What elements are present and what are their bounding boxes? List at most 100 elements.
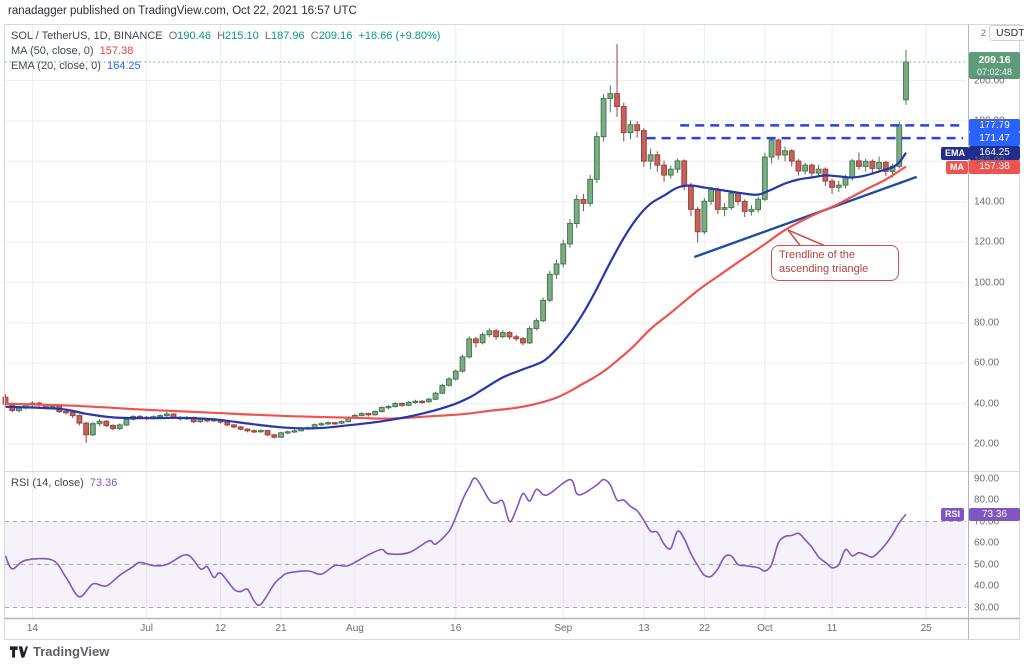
candle-body bbox=[862, 160, 869, 167]
candle-body bbox=[486, 330, 493, 336]
candle-body bbox=[540, 299, 547, 322]
candle-body bbox=[473, 338, 479, 344]
rsi-line bbox=[4, 477, 907, 607]
ema-price-badge: 164.25 bbox=[969, 146, 1020, 160]
resistance-lower-price-badge: 171.47 bbox=[969, 132, 1020, 146]
ma-price-badge: 157.38 bbox=[969, 160, 1020, 174]
candle-body bbox=[291, 430, 298, 433]
candle-body bbox=[741, 200, 748, 212]
candle-body bbox=[661, 164, 667, 176]
annotation-line2: ascending triangle bbox=[779, 262, 869, 275]
price-tick-label: 140.00 bbox=[974, 196, 1005, 208]
rsi-tick-label: 90.00 bbox=[974, 473, 1000, 484]
candle-body bbox=[318, 423, 325, 426]
candle-body bbox=[560, 243, 567, 265]
candle-body bbox=[459, 356, 466, 372]
candle-body bbox=[546, 273, 553, 301]
candle-body bbox=[869, 160, 876, 169]
rsi-tick-label: 30.00 bbox=[974, 602, 1000, 613]
published-line: ranadagger published on TradingView.com,… bbox=[8, 5, 357, 17]
candle-body bbox=[338, 421, 345, 424]
candle-body bbox=[399, 402, 405, 406]
candle-body bbox=[755, 198, 762, 211]
close-value: 209.16 bbox=[318, 30, 353, 42]
candle-body bbox=[674, 160, 681, 170]
candle-body bbox=[412, 400, 419, 403]
tradingview-logo-icon bbox=[9, 645, 28, 658]
candle-body bbox=[761, 156, 768, 200]
ma-value: 157.38 bbox=[99, 45, 134, 57]
candle-body bbox=[325, 422, 331, 425]
candle-body bbox=[405, 401, 412, 406]
candle-body bbox=[16, 407, 22, 412]
currency-toggle-button[interactable]: USDT bbox=[989, 25, 1024, 41]
ema-line bbox=[5, 152, 907, 430]
rsi-tick-label: 80.00 bbox=[974, 494, 1000, 506]
price-tick-label: 60.00 bbox=[974, 357, 1000, 369]
candle-body bbox=[499, 332, 506, 338]
time-axis-label: 22 bbox=[698, 623, 710, 634]
candle-body bbox=[735, 192, 741, 202]
ascending-trendline[interactable] bbox=[693, 175, 918, 259]
trendline-annotation[interactable]: Trendline of the ascending triangle bbox=[771, 245, 899, 281]
ema-label: EMA (20, close, 0) bbox=[11, 60, 101, 72]
candle-body bbox=[647, 154, 654, 162]
candle-body bbox=[714, 188, 721, 210]
time-axis-label: 16 bbox=[450, 623, 462, 634]
legend-ma-row[interactable]: MA (50, close, 0) 157.38 bbox=[11, 45, 133, 57]
candle-body bbox=[641, 130, 647, 162]
candle-body bbox=[96, 420, 103, 425]
candle-body bbox=[835, 184, 842, 188]
candle-body bbox=[506, 332, 513, 338]
time-axis-label: 14 bbox=[26, 623, 38, 634]
last-price-badge: 209.16 07:02:48 bbox=[969, 52, 1020, 79]
ema-value: 164.25 bbox=[107, 60, 141, 72]
candle-body bbox=[425, 398, 432, 403]
candle-body bbox=[815, 168, 822, 174]
candle-body bbox=[103, 420, 110, 427]
candle-body bbox=[163, 413, 170, 417]
symbol-title: SOL / TetherUS, 1D, BINANCE bbox=[11, 30, 163, 42]
candle-body bbox=[627, 124, 634, 134]
candles-layer[interactable] bbox=[2, 44, 909, 444]
high-value: 215.10 bbox=[225, 30, 259, 42]
candle-body bbox=[782, 150, 788, 156]
legend-symbol-row[interactable]: SOL / TetherUS, 1D, BINANCE O190.46 H215… bbox=[11, 30, 440, 42]
rsi-tick-label: 70.00 bbox=[974, 516, 1000, 527]
legend-ema-row[interactable]: EMA (20, close, 0) 164.25 bbox=[11, 60, 141, 72]
candle-body bbox=[63, 411, 69, 414]
tradingview-logo[interactable]: TradingView bbox=[9, 644, 109, 659]
candle-body bbox=[593, 136, 600, 180]
candle-body bbox=[365, 413, 372, 416]
candle-body bbox=[849, 160, 856, 178]
change-value: +18.66 (+9.80%) bbox=[358, 30, 441, 42]
time-axis-label: Sep bbox=[554, 623, 573, 634]
candle-body bbox=[392, 402, 399, 408]
last-price-value: 209.16 bbox=[978, 54, 1011, 66]
low-letter: L bbox=[264, 30, 271, 42]
rsi-value-badge: 73.36 bbox=[969, 507, 1020, 521]
candle-body bbox=[587, 178, 594, 204]
scale-mode-indicator: 2 bbox=[981, 28, 987, 38]
rsi-value: 73.36 bbox=[89, 477, 118, 489]
candle-body bbox=[76, 415, 83, 424]
time-axis-label: 25 bbox=[920, 623, 932, 634]
close-letter: C bbox=[310, 30, 319, 42]
time-axis-label: 13 bbox=[638, 623, 650, 634]
candle-body bbox=[533, 320, 540, 330]
high-letter: H bbox=[217, 30, 226, 42]
candle-body bbox=[452, 370, 459, 380]
candle-body bbox=[701, 200, 708, 233]
pane-borders bbox=[4, 24, 1020, 640]
price-tick-label: 100.00 bbox=[974, 277, 1005, 288]
candle-body bbox=[903, 61, 909, 101]
ma-line bbox=[5, 165, 907, 420]
candle-body bbox=[768, 139, 775, 158]
candle-body bbox=[271, 434, 278, 438]
candle-body bbox=[378, 407, 385, 413]
annotation-line1: Trendline of the bbox=[779, 249, 856, 261]
candle-body bbox=[123, 418, 130, 426]
candle-body bbox=[257, 430, 264, 433]
legend-rsi-row[interactable]: RSI (14, close) 73.36 bbox=[11, 477, 117, 489]
